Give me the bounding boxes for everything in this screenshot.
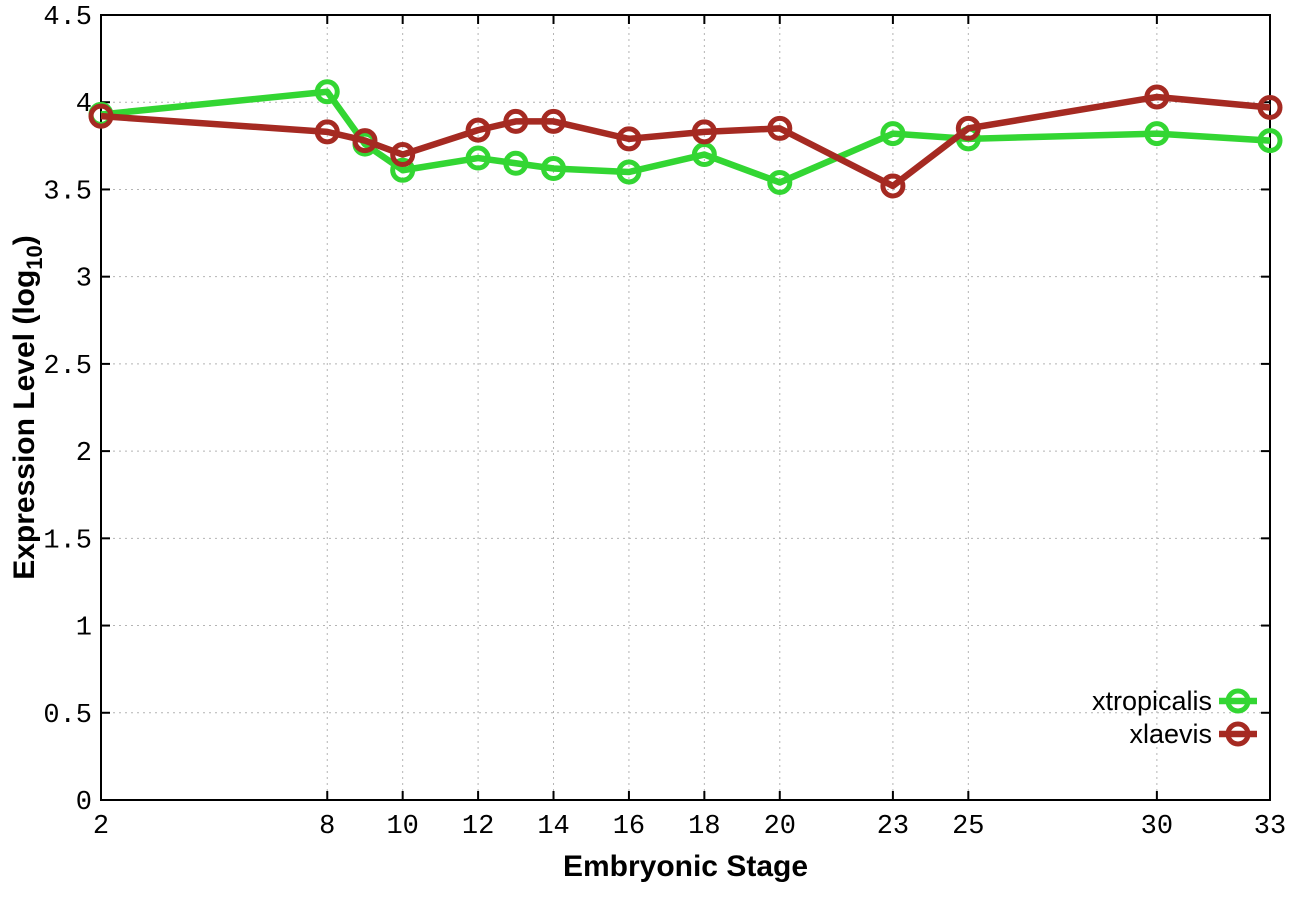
x-tick-label-10: 10 [386, 812, 418, 842]
y-axis-title-close: ) [8, 235, 41, 245]
data-point-xtropicalis-14 [541, 156, 567, 182]
y-axis-title: Expression Level (log10) [8, 235, 47, 580]
legend-marker-xlaevis [1225, 721, 1251, 747]
data-series [88, 79, 1283, 199]
data-point-xtropicalis-20 [767, 169, 793, 195]
data-point-xlaevis-25 [955, 115, 981, 141]
data-point-xlaevis-23 [880, 173, 906, 199]
x-tick-label-14: 14 [537, 812, 569, 842]
data-point-xlaevis-30 [1144, 84, 1170, 110]
data-point-xlaevis-33 [1257, 94, 1283, 120]
data-point-xtropicalis-16 [616, 159, 642, 185]
x-tick-label-12: 12 [462, 812, 494, 842]
y-tick-label-3: 3 [76, 265, 92, 295]
x-tick-label-2: 2 [93, 812, 109, 842]
data-point-xtropicalis-23 [880, 121, 906, 147]
gridlines [101, 15, 1270, 800]
x-tick-label-30: 30 [1141, 812, 1173, 842]
legend-label-xtropicalis: xtropicalis [1092, 686, 1212, 716]
y-tick-label-1.5: 1.5 [43, 526, 92, 556]
data-point-xlaevis-12 [465, 117, 491, 143]
legend-label-xlaevis: xlaevis [1129, 719, 1212, 749]
y-tick-label-4.5: 4.5 [43, 3, 92, 33]
data-point-xtropicalis-10 [390, 157, 416, 183]
data-point-xlaevis-20 [767, 115, 793, 141]
data-point-xtropicalis-8 [314, 79, 340, 105]
x-tick-label-18: 18 [688, 812, 720, 842]
data-point-xtropicalis-30 [1144, 121, 1170, 147]
x-axis-title: Embryonic Stage [563, 850, 808, 883]
data-point-xlaevis-16 [616, 126, 642, 152]
data-point-xtropicalis-12 [465, 145, 491, 171]
y-axis-title-main: Expression Level (log [8, 270, 41, 580]
data-point-xtropicalis-18 [691, 142, 717, 168]
data-point-xtropicalis-33 [1257, 128, 1283, 154]
plot-border [100, 14, 1271, 801]
x-tick-label-23: 23 [877, 812, 909, 842]
x-tick-labels: 2 8 10 12 14 16 18 20 23 25 30 33 [93, 812, 1286, 842]
data-point-xlaevis-13 [503, 108, 529, 134]
data-point-xlaevis-8 [314, 119, 340, 145]
x-tick-label-33: 33 [1254, 812, 1286, 842]
y-axis-title-subscript: 10 [22, 245, 47, 269]
series-line-xlaevis [100, 93, 1271, 190]
y-tick-label-2: 2 [76, 439, 92, 469]
x-tick-label-16: 16 [613, 812, 645, 842]
legend-item-xlaevis: xlaevis [1129, 719, 1257, 749]
y-tick-label-0.5: 0.5 [43, 701, 92, 731]
x-tick-label-25: 25 [952, 812, 984, 842]
legend-marker-xtropicalis [1225, 688, 1251, 714]
legend-item-xtropicalis: xtropicalis [1092, 686, 1257, 716]
series-xtropicalis [88, 79, 1283, 195]
y-tick-label-1: 1 [76, 614, 92, 644]
y-tick-label-3.5: 3.5 [43, 177, 92, 207]
series-xlaevis [88, 84, 1283, 199]
x-tick-label-20: 20 [764, 812, 796, 842]
y-tick-labels: 0 0.5 1 1.5 2 2.5 3 3.5 4 4.5 [43, 3, 92, 818]
data-point-xlaevis-18 [691, 119, 717, 145]
data-point-xlaevis-10 [390, 142, 416, 168]
y-tick-label-0: 0 [76, 788, 92, 818]
y-tick-label-4: 4 [76, 90, 92, 120]
data-point-xtropicalis-13 [503, 150, 529, 176]
data-point-xlaevis-9 [352, 128, 378, 154]
data-point-xlaevis-2 [88, 103, 114, 129]
x-tick-label-8: 8 [319, 812, 335, 842]
y-tick-label-2.5: 2.5 [43, 352, 92, 382]
data-point-xlaevis-14 [541, 108, 567, 134]
